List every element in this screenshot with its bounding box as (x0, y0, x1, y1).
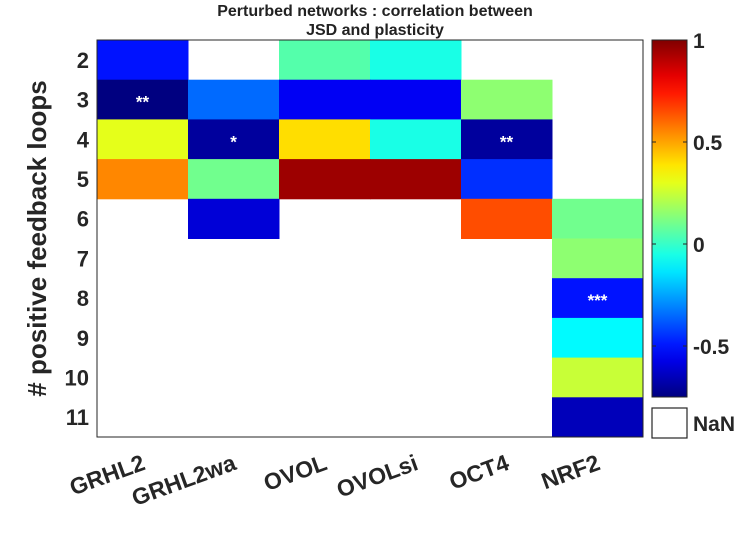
heatmap-cell-5-GRHL2wa (188, 159, 280, 200)
significance-label: *** (588, 291, 608, 310)
x-tick-label: OVOLsi (333, 449, 421, 502)
x-tick-label: OVOL (260, 449, 330, 496)
heatmap-cell-4-OVOLsi (370, 119, 462, 160)
y-tick-label: 10 (65, 365, 89, 390)
heatmap-cell-8-NRF2 (552, 278, 644, 319)
heatmap-cell-9-NRF2 (552, 317, 644, 359)
y-tick-label: 6 (77, 207, 89, 232)
heatmap-cell-6-GRHL2wa (188, 198, 280, 239)
plot-frame (96, 39, 644, 438)
significance-label: * (230, 132, 237, 151)
y-tick-label: 5 (77, 167, 89, 192)
significance-label: ** (500, 132, 514, 151)
y-tick-label: 3 (77, 88, 89, 113)
heatmap-cell-3-OCT4 (461, 79, 553, 120)
heatmap-cell-5-OVOLsi (370, 159, 462, 200)
heatmap-cell-2-GRHL2 (97, 40, 189, 81)
colorbar (651, 39, 688, 398)
y-tick-label: 11 (66, 405, 89, 430)
heatmap-cell-2-OVOL (279, 40, 371, 81)
heatmap-cell-4-GRHL2 (97, 119, 189, 160)
heatmap-cell-5-OCT4 (461, 159, 553, 200)
heatmap-cell-3-GRHL2 (97, 79, 189, 120)
heatmap-cell-5-OVOL (279, 159, 371, 200)
heatmap-cell-10-NRF2 (552, 357, 644, 398)
x-tick-label: NRF2 (538, 449, 603, 494)
colorbar-tick-label: -0.5 (693, 336, 730, 359)
heatmap-cell-5-GRHL2 (97, 159, 189, 200)
heatmap-cell-4-OCT4 (461, 119, 553, 160)
heatmap-cell-3-OVOL (279, 79, 371, 120)
heatmap-cell-2-OVOLsi (370, 40, 462, 81)
chart-title-line-1: Perturbed networks : correlation between (217, 3, 533, 20)
heatmap-cell-3-GRHL2wa (188, 79, 280, 120)
heatmap-cell-4-OVOL (279, 119, 371, 160)
y-axis-label: # positive feedback loops (22, 80, 52, 396)
x-tick-label: GRHL2wa (128, 449, 239, 511)
colorbar-tick-label: 1 (693, 30, 705, 53)
y-tick-label: 7 (77, 246, 89, 271)
y-tick-label: 4 (77, 127, 90, 152)
heatmap-cell-11-NRF2 (552, 397, 644, 438)
heatmap-cell-3-OVOLsi (370, 79, 462, 120)
colorbar-tick-label: 0.5 (693, 132, 723, 155)
x-tick-label: OCT4 (446, 449, 513, 494)
heatmap-cell-6-NRF2 (552, 198, 644, 239)
y-tick-label: 8 (77, 286, 89, 311)
nan-swatch (651, 407, 688, 439)
heatmap-cell-6-OCT4 (461, 198, 553, 239)
heatmap-cell-4-GRHL2wa (188, 119, 280, 160)
colorbar-tick-label: 0 (693, 234, 705, 257)
significance-label: ** (136, 93, 150, 112)
nan-label: NaN (693, 413, 735, 436)
y-tick-label: 2 (77, 48, 89, 73)
heatmap-cell-7-NRF2 (552, 238, 644, 279)
y-tick-label: 9 (77, 326, 89, 351)
chart-title-line-2: JSD and plasticity (306, 22, 444, 39)
